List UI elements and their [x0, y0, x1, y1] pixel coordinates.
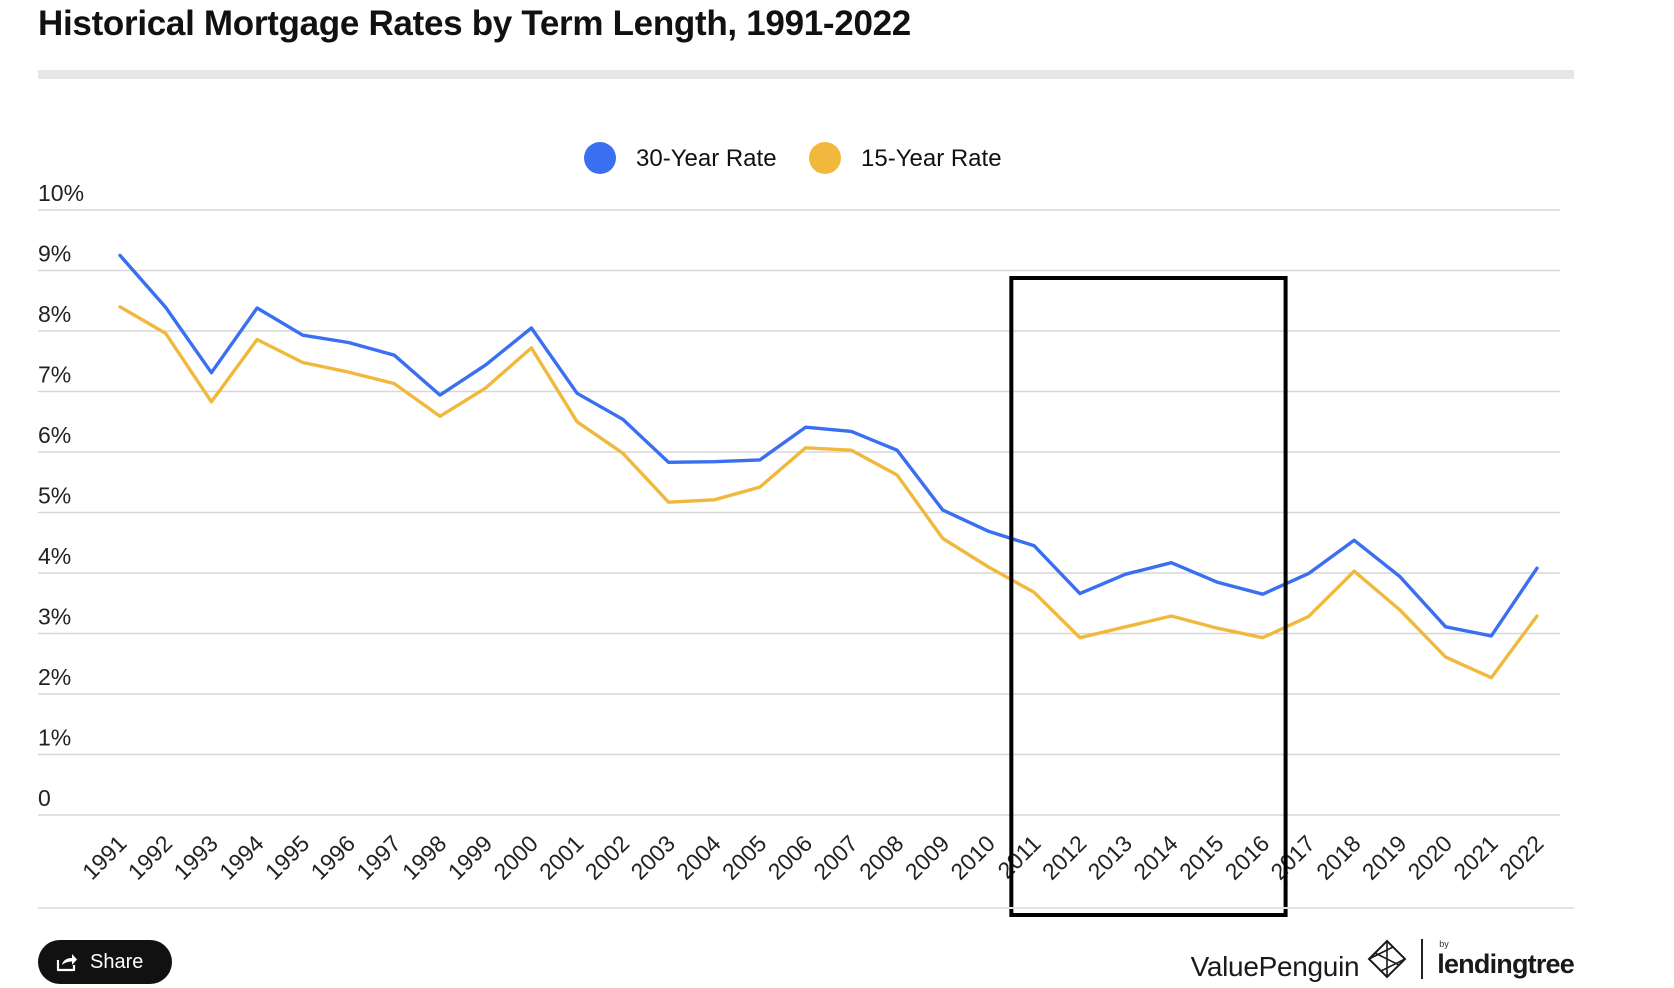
partner-prefix: by — [1439, 939, 1449, 949]
y-tick-label: 1% — [38, 725, 71, 751]
x-tick-label: 1995 — [260, 830, 315, 885]
y-tick-label: 5% — [38, 483, 71, 509]
y-tick-label: 8% — [38, 301, 71, 327]
y-tick-label: 9% — [38, 241, 71, 267]
y-tick-label: 7% — [38, 362, 71, 388]
highlight-rectangle — [1009, 276, 1288, 917]
x-tick-label: 1993 — [168, 830, 223, 885]
x-tick-label: 2020 — [1403, 830, 1458, 885]
y-tick-label: 0 — [38, 785, 51, 811]
x-tick-label: 2000 — [488, 830, 543, 885]
legend-swatch — [584, 142, 616, 174]
x-tick-label: 1992 — [123, 830, 178, 885]
x-tick-label: 2001 — [534, 830, 589, 885]
x-tick-label: 2017 — [1265, 830, 1320, 885]
brand-divider — [1421, 939, 1424, 979]
x-tick-label: 1996 — [306, 830, 361, 885]
page-title: Historical Mortgage Rates by Term Length… — [38, 4, 911, 43]
x-tick-label: 2005 — [717, 830, 772, 885]
x-tick-label: 2015 — [1174, 830, 1229, 885]
x-tick-label: 2007 — [808, 830, 863, 885]
x-tick-label: 2010 — [945, 830, 1000, 885]
share-button[interactable]: Share — [38, 940, 172, 984]
x-tick-label: 1997 — [351, 830, 406, 885]
x-tick-label: 2021 — [1448, 830, 1503, 885]
x-tick-label: 2014 — [1128, 830, 1183, 885]
share-icon — [56, 954, 77, 972]
x-tick-label: 1999 — [443, 830, 498, 885]
x-tick-label: 1998 — [397, 830, 452, 885]
valuepenguin-logo-icon — [1367, 939, 1407, 979]
branding: ValuePenguin by lendingtree — [1190, 934, 1575, 984]
x-tick-label: 1991 — [77, 830, 132, 885]
x-tick-label: 2018 — [1311, 830, 1366, 885]
y-tick-label: 2% — [38, 664, 71, 690]
grid-lines — [38, 209, 1560, 816]
x-tick-label: 1994 — [214, 830, 269, 885]
lendingtree-logo-text: lendingtree — [1437, 949, 1575, 979]
chart-legend[interactable]: 30-Year Rate 15-Year Rate — [584, 142, 1002, 174]
x-tick-label: 2008 — [854, 830, 909, 885]
highlight-box — [1009, 276, 1288, 917]
x-tick-label: 2003 — [625, 830, 680, 885]
x-tick-label: 2009 — [900, 830, 955, 885]
x-tick-label: 2019 — [1357, 830, 1412, 885]
x-axis-ticks: 1991199219931994199519961997199819992000… — [77, 830, 1549, 885]
lendingtree-logo: by lendingtree — [1437, 939, 1575, 979]
y-tick-label: 6% — [38, 422, 71, 448]
series-line[interactable] — [118, 253, 1539, 638]
y-axis-ticks: 0 1% 2% 3% 4% 5% 6% 7% 8% 9% 10% — [38, 180, 84, 811]
x-tick-label: 2011 — [992, 830, 1045, 883]
x-tick-label: 2016 — [1220, 830, 1275, 885]
y-tick-label: 10% — [38, 180, 84, 206]
series-lines — [118, 253, 1539, 680]
legend-item[interactable]: 15-Year Rate — [809, 142, 1002, 174]
series-line[interactable] — [118, 305, 1539, 680]
share-label: Share — [90, 950, 144, 973]
x-tick-label: 2012 — [1037, 830, 1092, 885]
x-tick-label: 2022 — [1494, 830, 1549, 885]
legend-label: 15-Year Rate — [861, 145, 1002, 172]
x-tick-label: 2013 — [1083, 830, 1138, 885]
x-tick-label: 2002 — [580, 830, 635, 885]
x-tick-label: 2006 — [763, 830, 818, 885]
legend-label: 30-Year Rate — [636, 145, 777, 172]
y-tick-label: 3% — [38, 604, 71, 630]
legend-item[interactable]: 30-Year Rate — [584, 142, 777, 174]
y-tick-label: 4% — [38, 543, 71, 569]
x-tick-label: 2004 — [671, 830, 726, 885]
valuepenguin-logo-text: ValuePenguin — [1190, 951, 1360, 982]
title-divider — [38, 70, 1574, 79]
legend-swatch — [809, 142, 841, 174]
footer-divider — [38, 907, 1574, 909]
